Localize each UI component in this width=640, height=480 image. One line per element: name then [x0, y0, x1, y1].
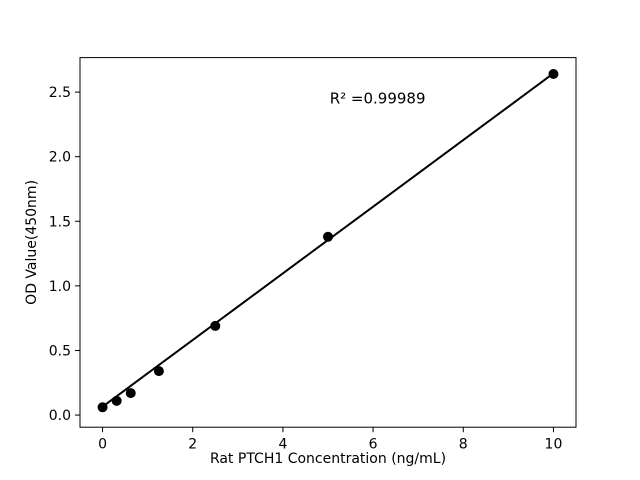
- x-tick-label: 8: [459, 437, 468, 453]
- y-axis-ticks: 0.0 0.5 1.0 1.5 2.0 2.5: [49, 85, 80, 424]
- data-point: [125, 388, 136, 399]
- data-point: [323, 231, 333, 242]
- data-point: [97, 402, 108, 413]
- x-tick-label: 0: [98, 437, 107, 453]
- x-tick-label: 6: [369, 437, 378, 453]
- x-axis-ticks: 0 2 4 6 8 10: [98, 427, 562, 453]
- y-axis-label: OD Value(450nm): [24, 180, 40, 305]
- data-point: [153, 366, 164, 377]
- data-points: [97, 69, 559, 413]
- y-tick-label: 0.5: [49, 343, 71, 359]
- y-tick-label: 2.0: [49, 150, 71, 166]
- y-tick-label: 2.5: [49, 85, 71, 101]
- plot-border: [79, 57, 577, 428]
- data-point: [210, 320, 221, 331]
- r-squared-annotation: R² =0.99989: [330, 90, 426, 108]
- x-tick-label: 4: [278, 437, 287, 453]
- y-tick-label: 1.0: [49, 279, 71, 295]
- x-tick-label: 10: [545, 437, 563, 453]
- data-point: [548, 69, 559, 80]
- x-axis-label: Rat PTCH1 Concentration (ng/mL): [210, 451, 446, 467]
- y-tick-label: 1.5: [49, 214, 71, 230]
- data-point: [111, 395, 122, 406]
- y-tick-label: 0.0: [49, 408, 71, 424]
- x-tick-label: 2: [188, 437, 197, 453]
